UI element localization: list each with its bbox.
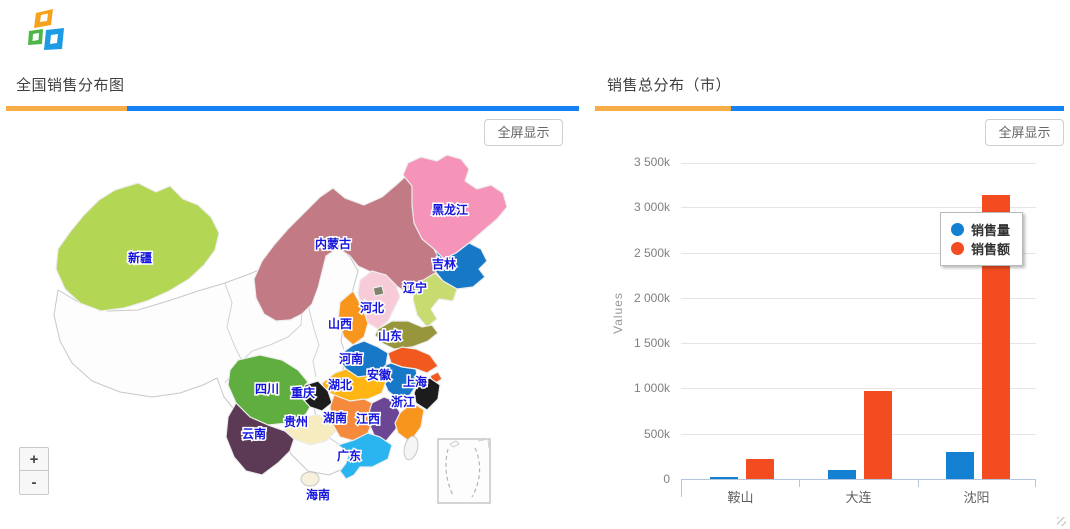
map-accent-blue [127,106,579,111]
province-yunnan[interactable] [225,402,295,476]
gridline [681,433,1036,435]
x-axis-tick [681,480,682,497]
province-beijing[interactable] [372,285,385,297]
map-label-yn: 云南 [242,426,266,441]
chart-panel-title: 销售总分布（市） [607,77,732,94]
province-xinjiang[interactable] [55,182,220,312]
gridline [681,207,1036,209]
province-guangdong[interactable] [337,432,393,480]
x-category-label: 大连 [845,490,872,505]
province-shanxi[interactable] [337,290,369,346]
map-label-sd: 山东 [378,328,402,343]
gridline [681,252,1036,254]
bar-销售额-鞍山[interactable] [746,459,774,479]
gridline [681,163,1036,164]
province-hubei[interactable] [321,368,387,402]
map-zoom-out-button[interactable]: - [20,471,48,494]
map-label-hlj: 黑龙江 [432,202,468,217]
map-label-hi: 海南 [306,487,330,502]
province-jiangxi[interactable] [367,396,401,442]
map-label-hub: 湖北 [328,377,352,392]
province-sichuan[interactable] [227,354,311,426]
gridline [681,297,1036,299]
legend-dot-icon [951,223,964,236]
y-axis-tick-labels: 0 500k 1 000k 1 500k 2 000k 2 500k 3 000k 3 500… [598,155,670,486]
legend-label: 销售量 [971,223,1011,238]
bar-销售量-沈阳[interactable] [946,452,974,479]
x-category-label: 沈阳 [963,490,990,505]
bar-销售额-大连[interactable] [864,391,892,479]
map-label-xj: 新疆 [128,250,152,265]
logo-orange-shape [34,9,53,28]
province-jilin[interactable] [433,242,488,290]
map-accent-orange [6,106,127,111]
y-tick-label: 3 500k [633,155,670,169]
logo-blue-shape [44,28,64,50]
province-zhejiang[interactable] [413,377,441,411]
y-tick-label: 0 [663,472,670,486]
map-label-zj: 浙江 [391,394,415,409]
map-label-sx: 山西 [328,316,352,331]
map-label-ah: 安徽 [367,367,392,382]
app-logo [28,9,64,50]
map-panel-underline [6,106,579,111]
province-fujian[interactable] [394,401,425,443]
x-category-label: 鞍山 [727,490,754,505]
x-axis-tick [917,480,919,487]
y-tick-label: 2 000k [633,290,670,305]
legend-item-销售量[interactable]: 销售量 [951,220,1010,239]
map-label-gd: 广东 [337,448,361,463]
chart-fullscreen-button[interactable]: 全屏显示 [985,119,1064,146]
map-zoom-controls: + - [19,447,49,495]
bar-销售量-鞍山[interactable] [710,477,738,479]
map-label-jl: 吉林 [432,256,456,271]
map-label-heb: 河北 [359,300,384,315]
x-axis-tick [1035,480,1036,487]
logo-green-shape [28,29,43,45]
chart-legend: 销售量 销售额 [940,212,1024,266]
map-panel-title: 全国销售分布图 [16,77,125,94]
gridline [681,388,1036,390]
chart-panel-underline [595,106,1064,111]
map-label-hen: 河南 [338,351,363,366]
map-label-cq: 重庆 [291,385,315,400]
map-zoom-in-button[interactable]: + [20,448,48,471]
border-tibet-qinghai [224,282,243,362]
province-liaoning[interactable] [412,272,458,328]
bar-销售量-大连[interactable] [828,470,856,479]
map-label-nmg: 内蒙古 [315,236,351,251]
resize-handle-icon[interactable] [1057,517,1066,526]
bar-chart-plot-area [681,163,1036,497]
province-hainan[interactable] [300,471,320,487]
province-heilongjiang[interactable] [402,154,508,260]
province-taiwan[interactable] [402,435,420,461]
map-label-ln: 辽宁 [403,280,427,295]
map-label-jx: 江西 [356,411,380,426]
map-label-hun: 湖南 [323,410,347,425]
y-tick-label: 3 000k [633,200,670,215]
legend-dot-icon [951,242,964,255]
map-fullscreen-button[interactable]: 全屏显示 [484,119,563,146]
map-label-gz: 贵州 [284,414,308,429]
chart-accent-orange [595,106,731,111]
y-tick-label: 500k [643,426,670,441]
y-tick-label: 1 000k [633,381,670,396]
legend-item-销售额[interactable]: 销售额 [951,239,1010,258]
legend-label: 销售额 [971,242,1011,257]
x-axis-category-labels: 鞍山 大连 沈阳 [681,487,1036,505]
map-label-sc: 四川 [255,382,279,396]
y-tick-label: 2 500k [633,245,670,260]
south-china-sea-inset [437,438,491,504]
y-tick-label: 1 500k [633,336,670,351]
province-shandong[interactable] [374,320,439,350]
x-axis-tick [799,480,801,487]
chart-accent-blue [731,106,1064,111]
map-label-sh: 上海 [403,374,427,389]
gridline [681,343,1036,345]
